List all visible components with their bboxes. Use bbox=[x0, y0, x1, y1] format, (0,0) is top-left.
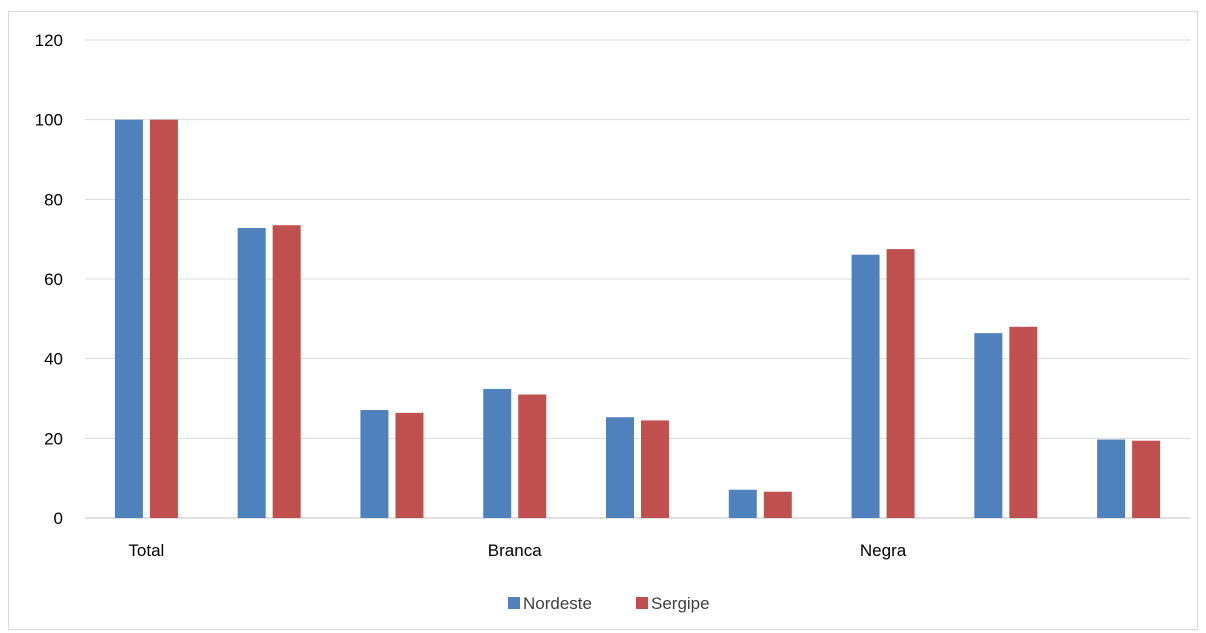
legend-label-sergipe: Sergipe bbox=[651, 594, 710, 613]
y-axis-tick-labels: 0 20 40 60 80 100 120 bbox=[35, 31, 63, 528]
bar-sergipe-3 bbox=[395, 412, 424, 518]
x-category-label: Total bbox=[128, 541, 164, 560]
legend-label-nordeste: Nordeste bbox=[523, 594, 592, 613]
bar-sergipe-7 bbox=[886, 249, 915, 518]
bar-nordeste-4 bbox=[483, 388, 512, 518]
x-axis-category-labels: Total Branca Negra bbox=[128, 541, 906, 560]
bar-nordeste-6 bbox=[728, 489, 757, 518]
bar-sergipe-8 bbox=[1009, 326, 1038, 518]
x-category-label: Negra bbox=[860, 541, 907, 560]
y-tick-label: 20 bbox=[44, 429, 63, 448]
bar-sergipe-9 bbox=[1132, 440, 1161, 518]
legend-swatch-sergipe bbox=[636, 597, 648, 609]
bar-nordeste-3 bbox=[360, 410, 389, 518]
y-tick-label: 40 bbox=[44, 350, 63, 369]
bar-sergipe-1 bbox=[149, 119, 178, 519]
bar-nordeste-1 bbox=[114, 119, 143, 519]
gridlines bbox=[85, 39, 1190, 519]
y-tick-label: 60 bbox=[44, 270, 63, 289]
bar-sergipe-4 bbox=[518, 394, 547, 518]
bar-nordeste-7 bbox=[851, 254, 880, 518]
bar-nordeste-8 bbox=[974, 333, 1003, 518]
bar-sergipe-6 bbox=[763, 491, 792, 518]
x-category-label: Branca bbox=[488, 541, 542, 560]
legend-swatch-nordeste bbox=[508, 597, 520, 609]
chart-frame bbox=[8, 11, 1198, 630]
y-tick-label: 80 bbox=[44, 190, 63, 209]
bar-sergipe-5 bbox=[641, 420, 669, 518]
bar-sergipe-2 bbox=[272, 225, 301, 518]
y-tick-label: 0 bbox=[54, 509, 63, 528]
bar-nordeste-2 bbox=[237, 228, 266, 518]
bars bbox=[114, 119, 1161, 519]
y-tick-label: 120 bbox=[35, 31, 63, 50]
legend: Nordeste Sergipe bbox=[508, 594, 710, 613]
bar-nordeste-9 bbox=[1097, 439, 1126, 518]
bar-nordeste-5 bbox=[606, 417, 634, 518]
y-tick-label: 100 bbox=[35, 111, 63, 130]
